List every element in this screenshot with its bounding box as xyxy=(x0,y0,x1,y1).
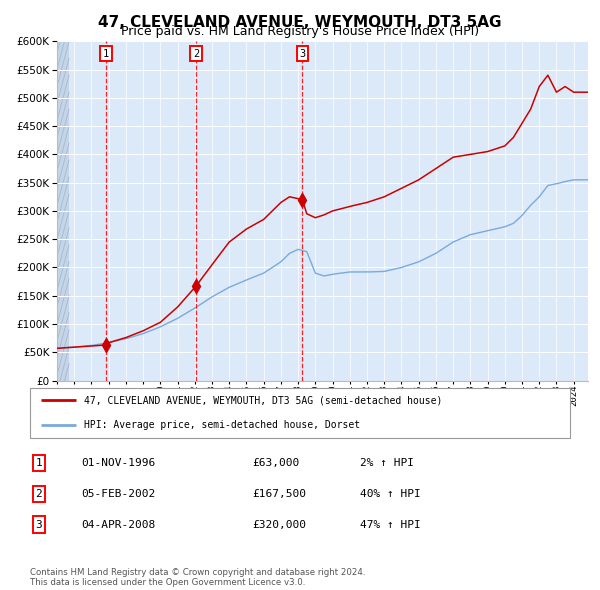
Text: 2: 2 xyxy=(35,489,43,499)
Text: 40% ↑ HPI: 40% ↑ HPI xyxy=(360,489,421,499)
Text: 2: 2 xyxy=(193,49,199,59)
Text: 01-NOV-1996: 01-NOV-1996 xyxy=(81,458,155,468)
Text: £63,000: £63,000 xyxy=(252,458,299,468)
Text: 47, CLEVELAND AVENUE, WEYMOUTH, DT3 5AG: 47, CLEVELAND AVENUE, WEYMOUTH, DT3 5AG xyxy=(98,15,502,30)
Text: £167,500: £167,500 xyxy=(252,489,306,499)
Text: 1: 1 xyxy=(103,49,109,59)
Text: 05-FEB-2002: 05-FEB-2002 xyxy=(81,489,155,499)
Text: Price paid vs. HM Land Registry's House Price Index (HPI): Price paid vs. HM Land Registry's House … xyxy=(121,25,479,38)
Text: £320,000: £320,000 xyxy=(252,520,306,529)
Text: 47% ↑ HPI: 47% ↑ HPI xyxy=(360,520,421,529)
Text: 04-APR-2008: 04-APR-2008 xyxy=(81,520,155,529)
Text: 3: 3 xyxy=(299,49,305,59)
Text: HPI: Average price, semi-detached house, Dorset: HPI: Average price, semi-detached house,… xyxy=(84,420,360,430)
Text: 1: 1 xyxy=(35,458,43,468)
Bar xyxy=(57,41,69,381)
Text: 3: 3 xyxy=(35,520,43,529)
Text: 47, CLEVELAND AVENUE, WEYMOUTH, DT3 5AG (semi-detached house): 47, CLEVELAND AVENUE, WEYMOUTH, DT3 5AG … xyxy=(84,395,442,405)
Text: 2% ↑ HPI: 2% ↑ HPI xyxy=(360,458,414,468)
Text: Contains HM Land Registry data © Crown copyright and database right 2024.
This d: Contains HM Land Registry data © Crown c… xyxy=(30,568,365,587)
